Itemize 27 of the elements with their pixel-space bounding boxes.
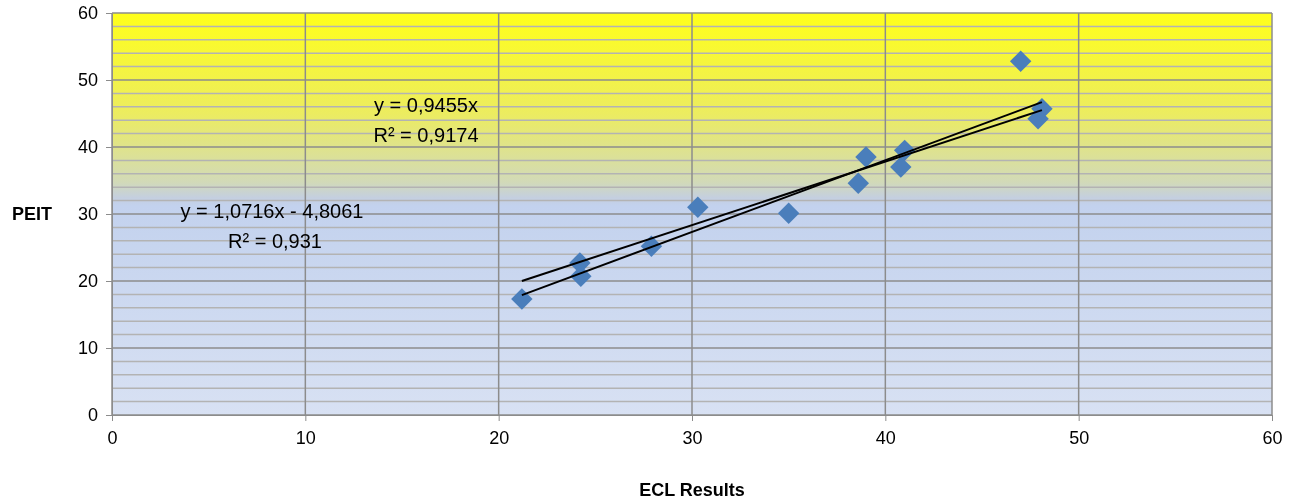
x-axis-title: ECL Results [639,480,745,500]
x-tick-label: 60 [1262,427,1283,448]
y-tick-label: 0 [87,405,98,426]
point [855,146,877,168]
y-tick-label: 60 [77,3,98,24]
y-tick-label: 10 [77,338,98,359]
annotation: R² = 0,931 [228,230,322,252]
point [687,196,709,219]
point [777,202,800,225]
x-tick-label: 30 [682,427,703,448]
annotation: R² = 0,9174 [373,124,479,146]
point [890,156,912,178]
point [511,288,533,310]
point [847,172,869,194]
point [1009,50,1032,72]
x-tick-label: 0 [107,427,118,448]
x-tick-label: 10 [295,427,316,448]
y-tick-label: 40 [77,137,98,158]
x-tick-label: 40 [875,427,896,448]
y-tick-label: 30 [77,204,98,225]
x-tick-label: 50 [1069,427,1090,448]
x-tick-label: 20 [489,427,510,448]
annotation: y = 1,0716x - 4,8061 [180,200,364,222]
y-tick-label: 50 [77,70,98,91]
y-tick-label: 20 [77,271,98,292]
y-axis-title: PEIT [11,204,53,224]
annotation: y = 0,9455x [374,94,478,116]
